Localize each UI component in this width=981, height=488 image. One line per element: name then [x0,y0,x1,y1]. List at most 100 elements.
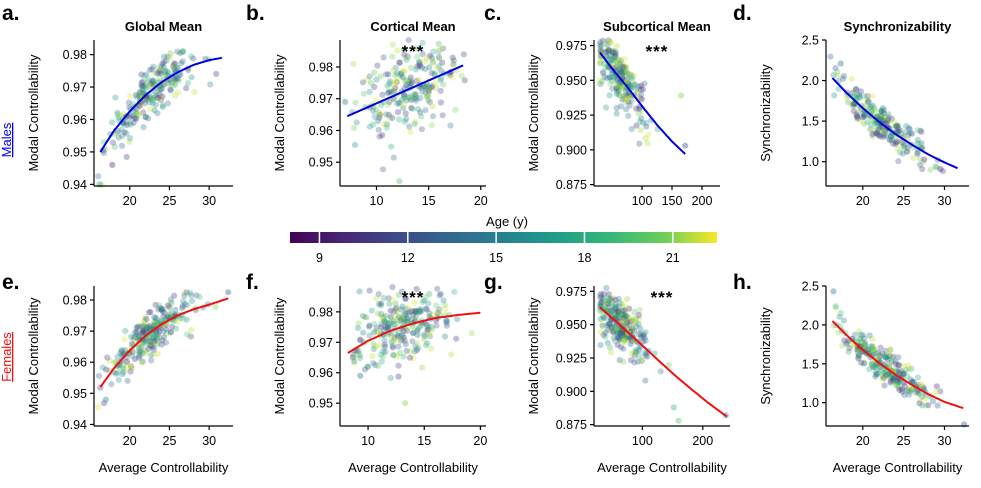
scatter-point [387,307,394,314]
scatter-point [375,362,382,369]
scatter-point [154,70,161,77]
scatter-point [620,69,627,76]
scatter-point [448,351,455,358]
scatter-point [452,106,459,113]
scatter-point [167,329,174,336]
scatter-point [165,302,172,309]
scatter-point [145,115,152,122]
scatter-point [441,302,448,309]
y-tick-label: 0.925 [556,109,587,123]
scatter-point [837,60,844,67]
scatter-point [617,327,624,334]
scatter-point [375,126,382,133]
scatter-point [612,301,619,308]
scatter-point [597,41,604,48]
scatter-point [904,373,911,380]
scatter-point [876,352,883,360]
scatter-point [435,54,442,61]
scatter-point [831,92,838,99]
scatter-point [435,63,443,70]
scatter-point [213,70,220,77]
scatter-point [604,46,612,54]
scatter-point [141,317,148,324]
scatter-point [391,334,398,341]
scatter-point [393,77,400,84]
scatter-point [115,128,122,135]
scatter-point [861,339,868,347]
scatter-point [895,158,902,165]
scatter-point [621,313,628,320]
colorbar-title: Age (y) [486,214,528,229]
scatter-point [409,94,416,102]
scatter-point [356,288,363,295]
panel-h: h.1.01.52.02.520 25 30SynchronizabilityAve… [733,271,969,475]
scatter-point [136,91,143,98]
scatter-point [887,137,894,144]
scatter-point [855,355,862,362]
scatter-point [639,338,647,345]
scatter-point [115,376,122,383]
scatter-point [612,306,619,313]
scatter-point [401,94,408,101]
scatter-point [615,309,622,316]
scatter-point [892,140,899,148]
scatter-point [393,79,400,86]
scatter-point [855,352,862,359]
scatter-point [151,318,158,325]
scatter-point [373,76,380,83]
scatter-point [144,78,151,85]
scatter-point [638,330,645,337]
scatter-point [430,113,437,120]
scatter-point [869,131,876,138]
scatter-point [129,340,136,347]
scatter-point [388,333,395,340]
scatter-point [419,88,426,95]
scatter-point [188,326,195,334]
x-tick-label: 30 [938,434,952,448]
scatter-point [409,330,416,337]
scatter-point [352,99,359,107]
scatter-point [173,74,180,81]
scatter-point [393,308,400,315]
scatter-point [364,76,371,83]
scatter-point [373,295,380,302]
scatter-point [883,372,890,379]
scatter-point [623,305,631,312]
scatter-point [150,322,157,329]
scatter-point [633,348,640,355]
scatter-point [889,355,896,362]
scatter-point [639,356,646,363]
scatter-point [895,362,902,369]
scatter-point [869,362,876,369]
y-tick-label: 0.925 [556,352,587,366]
scatter-point [879,372,886,380]
scatter-point [861,343,868,350]
scatter-point [602,64,609,71]
scatter-point [600,331,607,339]
scatter-point [443,317,450,324]
scatter-point [166,304,173,311]
y-tick-label: 0.95 [309,156,333,170]
scatter-point [117,364,124,372]
scatter-point [408,317,415,324]
scatter-point [836,313,843,320]
scatter-point [156,86,163,93]
scatter-point [899,150,907,157]
scatter-point [637,86,644,93]
scatter-point [665,362,672,369]
scatter-point [908,365,915,372]
x-tick-label: 25 [897,194,911,208]
scatter-point [625,336,633,343]
scatter-point [180,48,187,55]
scatter-point [644,353,651,360]
scatter-point [901,144,908,151]
scatter-point [373,324,380,331]
scatter-point [159,306,167,313]
scatter-point [350,353,358,360]
scatter-point [615,295,622,303]
scatter-point [175,78,182,85]
scatter-point [869,343,876,350]
scatter-point [371,83,378,91]
scatter-point [421,83,428,90]
scatter-point [130,119,137,126]
